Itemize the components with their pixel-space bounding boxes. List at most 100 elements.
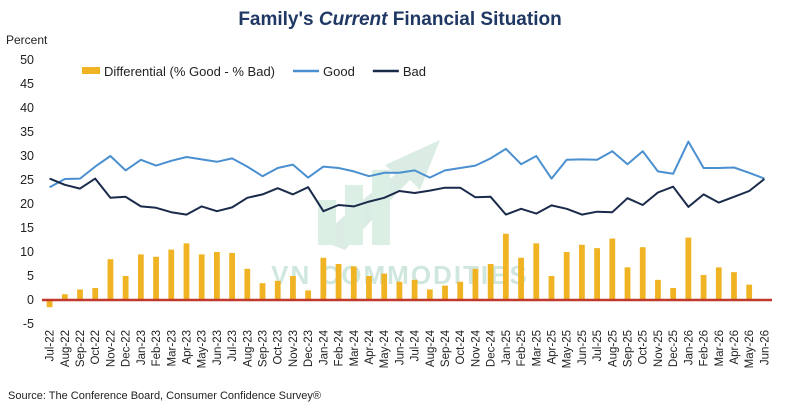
bar [229, 252, 235, 300]
bar [168, 249, 175, 300]
bar [609, 238, 616, 300]
legend-label: Bad [403, 64, 426, 79]
bar [624, 267, 631, 300]
bar [396, 281, 403, 300]
x-tick-label: Sep-25 [623, 330, 635, 367]
x-tick-label: Jan-25 [501, 330, 513, 365]
bar [487, 264, 494, 300]
x-tick-label: Aug-24 [425, 329, 437, 367]
y-tick-label: 20 [20, 197, 34, 211]
x-tick-label: Feb-23 [151, 330, 163, 366]
x-tick-label: Jun-26 [759, 330, 771, 365]
x-tick-label: Jun-23 [212, 330, 224, 365]
bar [214, 252, 220, 300]
title-part2: Financial Situation [388, 9, 562, 30]
x-tick-label: May-24 [379, 329, 391, 368]
bar [61, 294, 68, 300]
x-tick-label: Oct-25 [638, 330, 650, 365]
x-tick-label: Sep-24 [440, 329, 452, 367]
title-part1: Family's [238, 9, 319, 30]
x-tick-label: Feb-25 [516, 330, 528, 366]
bar [533, 243, 540, 300]
bar [502, 233, 509, 300]
bar [381, 273, 388, 300]
x-tick-label: Nov-24 [470, 329, 482, 367]
x-tick-label: Apr-26 [729, 330, 741, 365]
legend-label: Good [323, 64, 355, 79]
y-tick-label: 30 [20, 149, 34, 163]
bar [685, 237, 692, 300]
x-tick-label: May-25 [562, 330, 574, 368]
x-tick-label: Mar-26 [714, 330, 726, 366]
x-tick-label: Sep-23 [258, 330, 270, 367]
legend: Differential (% Good - % Bad) Good Bad [82, 64, 426, 79]
y-tick-label: 40 [20, 101, 34, 115]
x-tick-label: Oct-23 [273, 330, 285, 365]
x-tick-label: Jan-23 [136, 330, 148, 365]
bar [472, 268, 479, 300]
bar [700, 275, 707, 300]
bar [137, 254, 144, 300]
y-tick-label: 25 [20, 173, 34, 187]
x-tick-label: May-26 [744, 330, 756, 368]
x-tick-label: Jun-24 [394, 329, 406, 365]
x-tick-label: Jul-24 [410, 329, 422, 361]
bar [244, 268, 251, 300]
bar [274, 280, 281, 300]
legend-swatch-bar [82, 67, 100, 74]
bar [594, 248, 600, 300]
bar [563, 252, 570, 300]
bar [46, 300, 53, 308]
bar [259, 283, 266, 300]
x-tick-label: Apr-24 [364, 329, 376, 364]
bar [366, 276, 372, 300]
bar [335, 264, 342, 300]
chart-title: Family's Current Financial Situation [238, 9, 561, 30]
x-tick-label: Dec-25 [668, 330, 680, 367]
bar [198, 254, 205, 300]
x-tick-label: Feb-26 [699, 330, 711, 366]
x-tick-label: Dec-22 [121, 330, 133, 367]
y-axis-label: Percent [6, 33, 48, 47]
y-tick-label: 5 [27, 269, 34, 283]
x-tick-label: Feb-24 [334, 329, 346, 366]
x-tick-label: Aug-23 [242, 330, 254, 367]
x-tick-label: Aug-22 [60, 330, 72, 367]
bar [670, 288, 677, 300]
x-tick-label: May-23 [197, 330, 209, 368]
x-tick-label: Nov-22 [105, 330, 117, 367]
bar [320, 257, 327, 300]
bar [457, 281, 464, 300]
source-note: Source: The Conference Board, Consumer C… [8, 390, 321, 402]
x-tick-label: Dec-23 [303, 330, 315, 367]
x-tick-label: Nov-23 [288, 330, 300, 367]
y-tick-label: 35 [20, 125, 34, 139]
bar [518, 257, 524, 300]
line-bad [49, 177, 766, 216]
bar [655, 279, 661, 300]
x-tick-labels: Jul-22 Aug-22 Sep-22 Oct-22 Nov-22 Dec-22 Jan-… [45, 329, 772, 368]
bar [77, 289, 83, 300]
bar [290, 276, 296, 300]
x-tick-label: Oct-24 [455, 329, 467, 364]
bar [639, 247, 646, 300]
title-italic: Current [319, 9, 388, 30]
x-tick-label: Aug-25 [607, 330, 619, 367]
x-tick-label: Jun-25 [577, 330, 589, 365]
x-tick-label: Dec-24 [486, 329, 498, 367]
bar [731, 272, 737, 300]
bar [426, 289, 433, 300]
bar [548, 276, 555, 300]
bar [411, 279, 418, 300]
x-tick-label: Jan-24 [318, 329, 330, 365]
bar [579, 244, 585, 300]
line-good [49, 140, 765, 189]
x-tick-label: Sep-22 [75, 330, 87, 367]
bars-differential [46, 233, 768, 308]
bar [183, 243, 190, 300]
watermark-logo [318, 140, 440, 250]
x-tick-label: Mar-24 [349, 329, 361, 366]
x-tick-label: Jul-22 [45, 330, 57, 361]
x-tick-label: Apr-23 [181, 330, 193, 365]
